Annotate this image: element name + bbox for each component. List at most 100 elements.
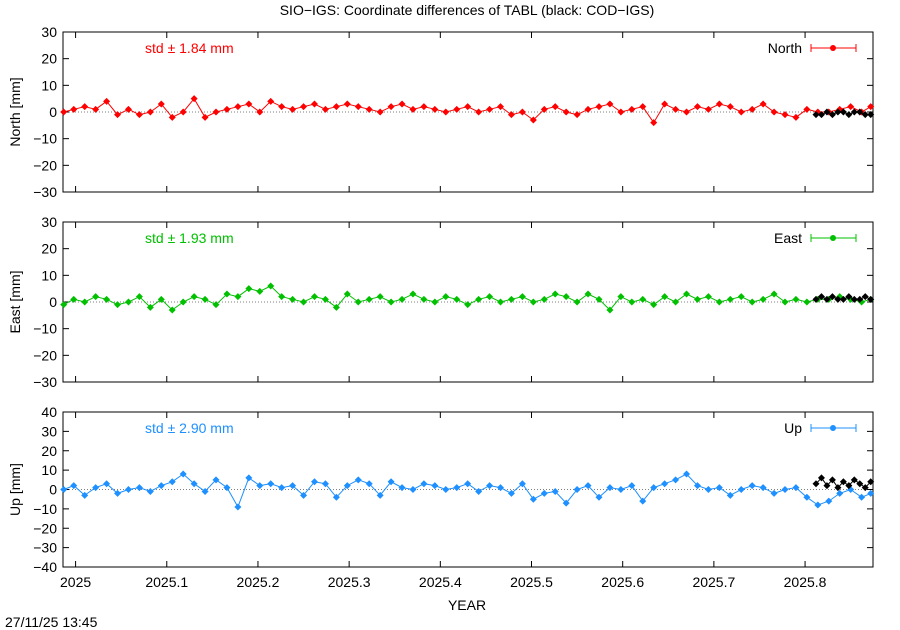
panel-north-sio-point xyxy=(748,105,756,113)
panel-east-sio-point xyxy=(114,301,122,309)
panel-north-sio-point xyxy=(737,108,745,116)
panel-north-sio-point xyxy=(759,100,767,108)
panel-east-cod-point xyxy=(812,295,820,303)
panel-north-sio-point xyxy=(475,108,483,116)
panel-east-sio-point xyxy=(584,290,592,298)
panel-up-ytick-label: −30 xyxy=(33,540,57,556)
panel-north-sio-point xyxy=(617,108,625,116)
panel-east-sio-point xyxy=(475,295,483,303)
panel-east-sio-point xyxy=(781,298,789,306)
panel-up-sio-point xyxy=(518,480,526,488)
panel-north-ytick-label: 20 xyxy=(41,51,57,67)
xtick-label: 2025.6 xyxy=(601,574,644,590)
panel-north-sio-point xyxy=(223,105,231,113)
panel-north-cod-point xyxy=(812,111,820,119)
panel-east-legend-label: East xyxy=(774,230,802,246)
panel-north-sio-point xyxy=(387,103,395,111)
panel-east-sio-point xyxy=(639,295,647,303)
panel-north-legend-label: North xyxy=(768,40,802,56)
panel-north-cod-point xyxy=(834,108,842,116)
panel-up-cod-point xyxy=(839,478,847,486)
panels-group: −30 −20 −10 0 10 20 30 North [mm] std ± 1.84 mm N… xyxy=(7,24,875,590)
panel-east-sio-point xyxy=(223,290,231,298)
panel-up-sio-point xyxy=(475,487,483,495)
xtick-label: 2025 xyxy=(60,574,91,590)
panel-north-cod-point xyxy=(867,111,875,119)
panel-up-sio-point xyxy=(836,489,844,497)
panel-up-sio-point xyxy=(387,478,395,486)
panel-north-sio-point xyxy=(595,103,603,111)
panel-up-ytick-label: −40 xyxy=(33,559,57,575)
panel-north-sio-point xyxy=(267,97,275,105)
panel-up-sio-point xyxy=(103,480,111,488)
panel-up-sio-point xyxy=(661,480,669,488)
panel-east-sio-point xyxy=(70,295,78,303)
xtick-label: 2025.4 xyxy=(419,574,462,590)
panel-east-sio-point xyxy=(81,298,89,306)
panel-north-ytick-label: 0 xyxy=(49,104,57,120)
panel-east-sio-point xyxy=(365,295,373,303)
panel-up-cod-point xyxy=(845,482,853,490)
panel-north-sio-point xyxy=(409,105,417,113)
panel-east-sio-point xyxy=(168,306,176,314)
panel-east-sio-point xyxy=(343,290,351,298)
panel-up-sio-point xyxy=(858,493,866,501)
panel-east-sio-point xyxy=(398,295,406,303)
panel-north-sio-point xyxy=(343,100,351,108)
panel-east-sio-point xyxy=(135,293,143,301)
panel-north-sio-point xyxy=(376,108,384,116)
panel-north-sio-point xyxy=(365,105,373,113)
panel-east-sio-point xyxy=(792,295,800,303)
panel-east-sio-point xyxy=(387,298,395,306)
panel-up-ytick-label: 10 xyxy=(41,462,57,478)
panel-east-sio-point xyxy=(486,293,494,301)
panel-east-sio-point xyxy=(442,293,450,301)
xtick-label: 2025.3 xyxy=(328,574,371,590)
panel-north-sio-point xyxy=(135,111,143,119)
panel-east-sio-point xyxy=(628,298,636,306)
panel-up-sio-point xyxy=(92,484,100,492)
panel-up-sio-point xyxy=(683,470,691,478)
panel-up-sio-point xyxy=(81,491,89,499)
panel-north-sio-point xyxy=(562,108,570,116)
panel-up-sio-point xyxy=(639,497,647,505)
panel-north-cod-point xyxy=(839,108,847,116)
panel-east-sio-point xyxy=(60,301,68,309)
panel-east-legend-marker xyxy=(830,235,836,241)
panel-north-sio-point xyxy=(256,108,264,116)
panel-up-cod-point xyxy=(867,478,875,486)
panel-up-legend-label: Up xyxy=(784,420,802,436)
panel-up-sio-point xyxy=(354,476,362,484)
panel-east-sio-point xyxy=(310,293,318,301)
panel-north-sio-point xyxy=(486,105,494,113)
panel-up-sio-point xyxy=(310,478,318,486)
panel-east-sio-point xyxy=(759,295,767,303)
panel-up-sio-point xyxy=(737,486,745,493)
panel-east-sio-point xyxy=(321,295,329,303)
panel-up-sio-point xyxy=(190,480,198,488)
panel-north-sio-point xyxy=(289,105,297,113)
panel-up-sio-point xyxy=(135,484,143,492)
panel-north-sio-point xyxy=(245,100,253,108)
panel-up-sio-point xyxy=(507,489,515,497)
panel-up-sio-point xyxy=(201,487,209,495)
panel-up-sio-point xyxy=(584,482,592,490)
panel-up-sio-point xyxy=(704,486,712,493)
panel-east: −30 −20 −10 0 10 20 30 East [mm] std ± 1.93 mm Ea… xyxy=(7,214,875,390)
panel-north-sio-point xyxy=(278,103,286,111)
panel-up-sio-point xyxy=(278,484,286,492)
panel-up-sio-point xyxy=(398,484,406,492)
panel-up-sio-point xyxy=(606,484,614,492)
panel-north-ytick-label: 30 xyxy=(41,24,57,40)
panel-east-cod-point xyxy=(867,295,875,303)
panel-up-sio-point xyxy=(245,474,253,482)
panel-up-sio-point xyxy=(332,493,340,501)
panel-east-sio-point xyxy=(201,295,209,303)
panel-east-sio-point xyxy=(715,298,723,306)
panel-east-sio-point xyxy=(606,306,614,314)
panel-north-sio-point xyxy=(321,105,329,113)
panel-up-sio-point xyxy=(124,486,132,493)
panel-north-sio-point xyxy=(157,100,165,108)
panel-east-sio-point xyxy=(245,285,253,293)
panel-east-sio-point xyxy=(431,298,439,306)
